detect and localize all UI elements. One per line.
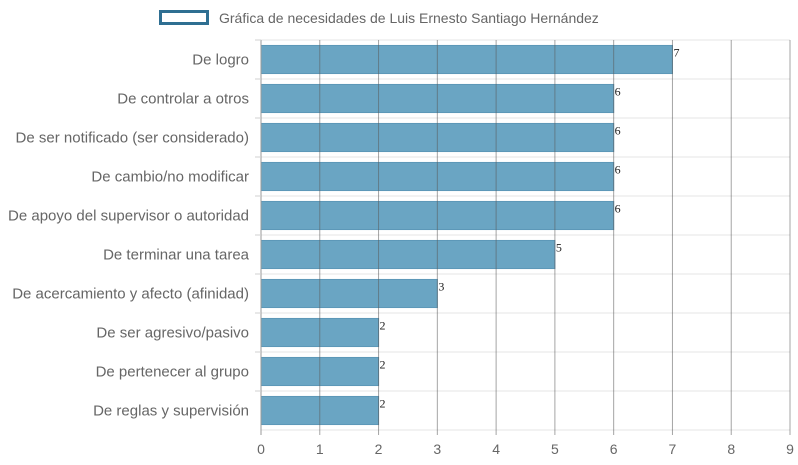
- legend-swatch: [159, 10, 209, 25]
- data-label: 6: [615, 123, 621, 137]
- y-category-label: De controlar a otros: [117, 91, 249, 108]
- bar: [260, 278, 438, 309]
- data-label: 2: [380, 357, 386, 371]
- x-tick-label: 7: [669, 441, 677, 457]
- y-category-label: De pertenecer al grupo: [96, 364, 249, 381]
- x-tick-label: 3: [433, 441, 441, 457]
- x-tick-label: 1: [316, 441, 324, 457]
- bar: [260, 239, 556, 270]
- legend-label: Gráfica de necesidades de Luis Ernesto S…: [219, 10, 599, 26]
- data-label: 3: [438, 279, 444, 293]
- x-tick-label: 2: [375, 441, 383, 457]
- y-category-label: De terminar una tarea: [103, 247, 250, 264]
- data-label: 6: [615, 201, 621, 215]
- data-label: 6: [615, 84, 621, 98]
- y-category-label: De reglas y supervisión: [93, 403, 249, 420]
- y-category-label: De apoyo del supervisor o autoridad: [8, 208, 249, 225]
- y-category-label: De ser notificado (ser considerado): [16, 130, 249, 147]
- data-label: 2: [380, 318, 386, 332]
- x-tick-label: 9: [786, 441, 794, 457]
- y-category-label: De cambio/no modificar: [91, 169, 249, 186]
- data-label: 6: [615, 162, 621, 176]
- data-label: 7: [673, 45, 679, 59]
- x-tick-label: 6: [610, 441, 618, 457]
- x-tick-label: 8: [727, 441, 735, 457]
- x-tick-label: 5: [551, 441, 559, 457]
- bar: [260, 44, 673, 75]
- x-tick-label: 0: [257, 441, 265, 457]
- y-category-label: De ser agresivo/pasivo: [96, 325, 249, 342]
- x-tick-label: 4: [492, 441, 500, 457]
- data-label: 5: [556, 240, 562, 254]
- data-label: 2: [380, 396, 386, 410]
- y-category-label: De acercamiento y afecto (afinidad): [12, 286, 249, 303]
- y-category-label: De logro: [192, 52, 249, 69]
